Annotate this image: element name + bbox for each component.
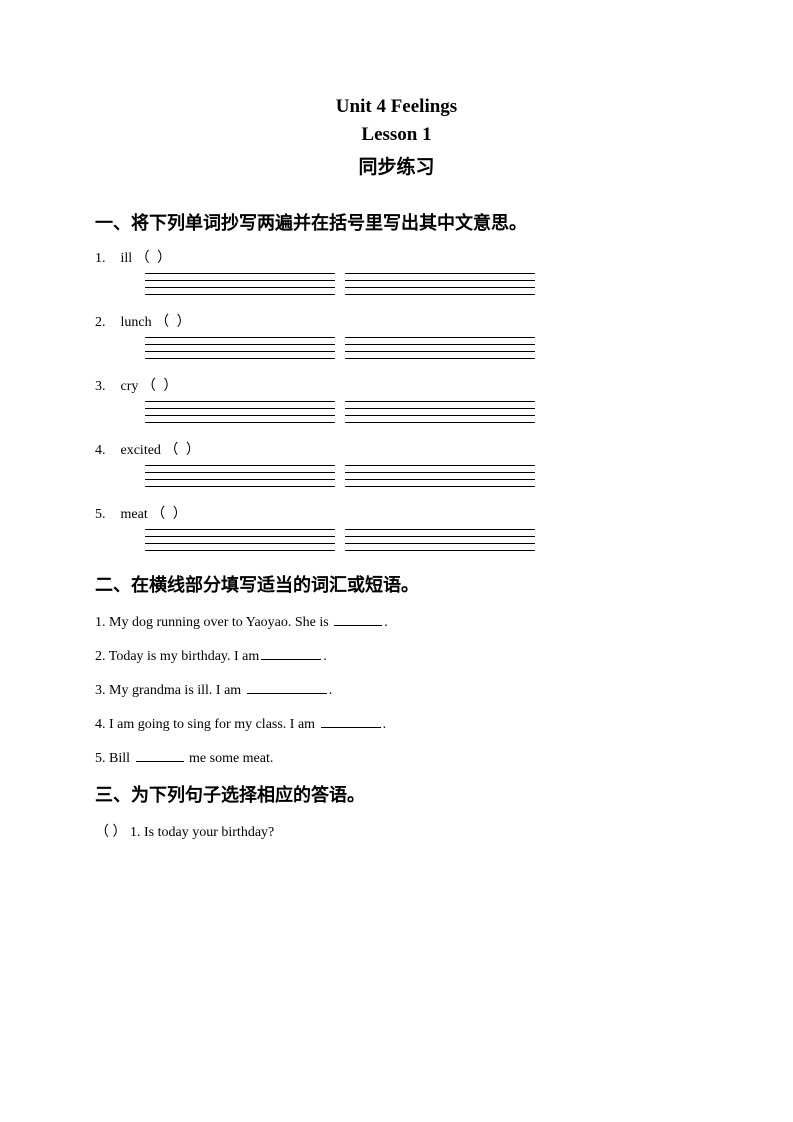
lesson-title: Lesson 1: [95, 124, 698, 146]
blank-line: [136, 747, 184, 762]
writing-lines: [145, 465, 535, 493]
blank-line: [247, 679, 327, 694]
s1-item-word: cry: [121, 379, 139, 394]
s2-item: 5. Bill me some meat.: [95, 747, 698, 767]
worksheet-page: Unit 4 Feelings Lesson 1 同步练习 一、将下列单词抄写两…: [0, 0, 793, 881]
s1-item-num: 3.: [95, 379, 117, 395]
s1-item: 1. ill （ ）: [95, 247, 698, 267]
s1-item: 2. lunch （ ）: [95, 311, 698, 331]
s2-post: .: [383, 717, 387, 732]
s2-item: 3. My grandma is ill. I am .: [95, 679, 698, 699]
unit-title: Unit 4 Feelings: [95, 96, 698, 118]
s2-post: .: [329, 683, 333, 698]
s1-item-word: lunch: [121, 315, 152, 330]
s1-item-paren: （ ）: [151, 507, 189, 522]
s1-item-word: excited: [121, 443, 161, 458]
s2-pre: 1. My dog running over to Yaoyao. She is: [95, 615, 332, 630]
s1-item: 5. meat （ ）: [95, 503, 698, 523]
writing-lines: [145, 337, 535, 365]
s2-pre: 4. I am going to sing for my class. I am: [95, 717, 319, 732]
s1-item-num: 1.: [95, 251, 117, 267]
section1-heading: 一、将下列单词抄写两遍并在括号里写出其中文意思。: [95, 209, 698, 235]
s3-item: （ ） 1. Is today your birthday?: [95, 821, 698, 841]
s1-item: 3. cry （ ）: [95, 375, 698, 395]
title-block: Unit 4 Feelings Lesson 1 同步练习: [95, 96, 698, 179]
s2-item: 4. I am going to sing for my class. I am…: [95, 713, 698, 733]
s1-item-paren: （ ）: [155, 315, 193, 330]
section3-heading: 三、为下列句子选择相应的答语。: [95, 781, 698, 807]
s2-pre: 2. Today is my birthday. I am: [95, 649, 259, 664]
s1-item-word: ill: [121, 251, 133, 266]
s1-item-num: 4.: [95, 443, 117, 459]
s1-item-paren: （ ）: [142, 379, 180, 394]
blank-line: [321, 713, 381, 728]
blank-line: [261, 645, 321, 660]
writing-lines: [145, 529, 535, 557]
s1-item-num: 5.: [95, 507, 117, 523]
subtitle-cn: 同步练习: [95, 152, 698, 179]
s1-item-paren: （ ）: [164, 443, 202, 458]
s2-post: .: [384, 615, 388, 630]
s2-item: 2. Today is my birthday. I am.: [95, 645, 698, 665]
s1-item-paren: （ ）: [136, 251, 174, 266]
s1-item-num: 2.: [95, 315, 117, 331]
writing-lines: [145, 401, 535, 429]
s2-post: me some meat.: [186, 751, 274, 766]
s1-item-word: meat: [121, 507, 148, 522]
s2-item: 1. My dog running over to Yaoyao. She is…: [95, 611, 698, 631]
s2-post: .: [323, 649, 327, 664]
writing-lines: [145, 273, 535, 301]
s2-pre: 5. Bill: [95, 751, 134, 766]
s2-pre: 3. My grandma is ill. I am: [95, 683, 245, 698]
blank-line: [334, 611, 382, 626]
s1-item: 4. excited （ ）: [95, 439, 698, 459]
section2-heading: 二、在横线部分填写适当的词汇或短语。: [95, 571, 698, 597]
